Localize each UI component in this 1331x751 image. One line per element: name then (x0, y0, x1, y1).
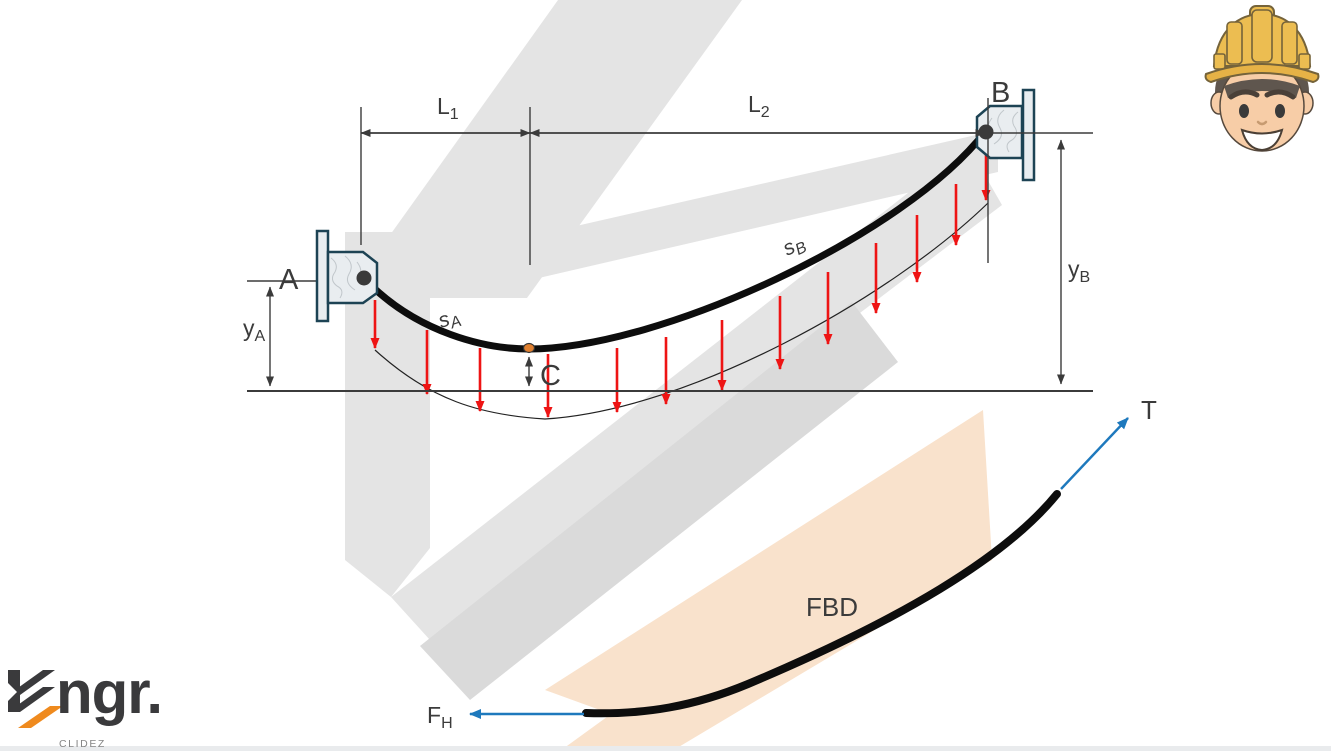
brand-logo: ngr. CLIDEZ (8, 659, 163, 750)
dim-label-ya: yA (243, 315, 266, 345)
free-body-diagram: FBD T FH (427, 395, 1157, 732)
fbd-cable-segment (582, 490, 1061, 718)
main-cable (372, 128, 989, 353)
label-support-a: A (279, 264, 299, 296)
watermark-logo-glyph (345, 0, 1002, 751)
logo-wordmark: ngr. (56, 659, 162, 726)
distributed-load-arrows (370, 141, 991, 418)
horizontal-force-label: FH (427, 702, 453, 732)
fbd-caption: FBD (806, 592, 858, 622)
dim-label-yb: yB (1068, 256, 1090, 286)
dim-label-l1: L1 (437, 93, 459, 123)
tension-arrow (1060, 417, 1129, 490)
dimension-lines (266, 98, 1093, 387)
dim-label-l2: L2 (748, 91, 770, 121)
wall-support-a (315, 229, 379, 323)
label-low-point-c: C (540, 360, 561, 392)
label-support-b: B (991, 77, 1010, 109)
pin-a (356, 270, 372, 286)
tension-label: T (1141, 395, 1157, 425)
logo-tagline: CLIDEZ (59, 738, 106, 750)
bottom-edge-strip (0, 746, 1331, 751)
pin-b (978, 124, 994, 140)
engineer-avatar-icon (1204, 5, 1320, 152)
arc-label-sb: sB (779, 231, 809, 264)
low-point-marker (522, 342, 536, 354)
chevron-e-logo-icon (8, 670, 63, 728)
